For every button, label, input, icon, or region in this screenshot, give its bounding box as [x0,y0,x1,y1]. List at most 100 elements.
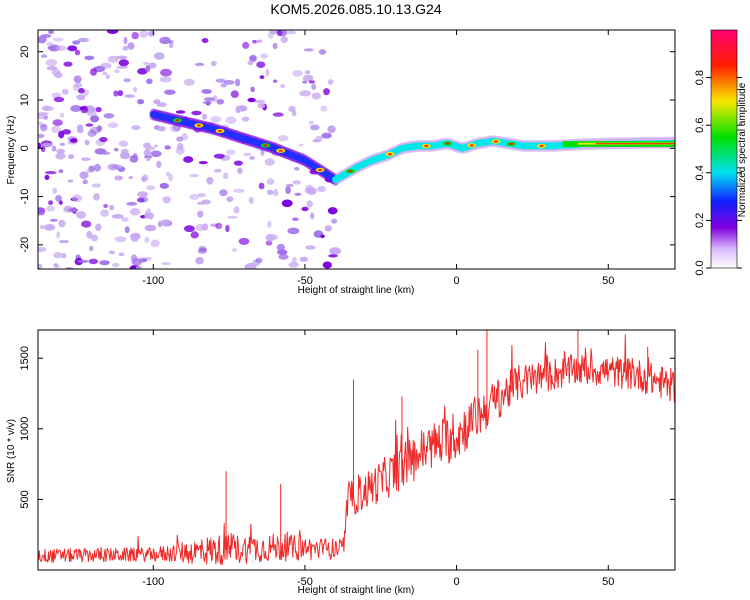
noise-blob [58,219,66,228]
noise-blob [90,68,97,76]
noise-blob [95,223,102,232]
noise-blob [156,160,162,169]
noise-blob [164,145,171,150]
noise-blob [226,196,234,203]
noise-blob [68,154,75,160]
noise-blob [109,204,115,211]
noise-blob [124,94,136,98]
noise-blob [45,59,58,67]
noise-blob [40,34,52,38]
figure-title: KOM5.2026.085.10.13.G24 [270,1,441,17]
noise-blob [160,68,172,77]
noise-blob [242,41,250,49]
noise-blob [58,169,64,174]
noise-blob [69,138,78,143]
noise-blob [118,59,129,67]
noise-blob [47,46,56,50]
noise-blob [53,96,65,103]
noise-blob [255,257,263,264]
noise-blob [233,206,240,214]
noise-blob [288,105,296,112]
noise-blob [212,95,218,103]
noise-blob [280,84,286,89]
noise-blob [197,249,207,254]
noise-blob [320,234,325,239]
noise-blob [55,152,66,160]
noise-blob [46,205,55,212]
noise-blob [91,183,102,188]
noise-blob [276,243,285,252]
noise-blob [150,150,162,158]
noise-blob [55,45,67,52]
noise-blob [222,172,229,180]
noise-blob [146,149,152,157]
noise-blob [294,192,302,196]
x-tick-label: 0 [454,576,460,588]
noise-blob [329,247,341,255]
noise-blob [87,129,97,138]
noise-blob [40,123,48,132]
noise-blob [118,252,125,257]
x-tick-label: 0 [454,275,460,287]
noise-blob [213,153,225,159]
x-tick-label: 50 [602,275,614,287]
noise-blob [146,157,151,161]
noise-blob [327,207,338,215]
noise-blob [266,189,274,195]
noise-blob [303,48,314,52]
noise-blob [77,127,84,134]
noise-blob [81,157,91,161]
noise-blob [96,125,103,132]
noise-blob [43,115,49,120]
noise-blob [144,224,157,232]
y-tick-label: 20 [19,46,31,58]
noise-blob [227,215,238,219]
noise-blob [321,132,332,139]
noise-blob [107,163,120,171]
noise-blob [264,158,275,166]
ridge-peak-center [469,144,474,147]
ridge-peak-center [278,149,283,152]
noise-blob [133,86,138,93]
noise-blob [38,246,47,253]
noise-blob [198,161,208,165]
noise-blob [210,60,217,67]
noise-blob [223,80,235,85]
noise-blob [131,31,139,40]
noise-blob [294,166,300,171]
noise-blob [38,142,42,149]
noise-blob [67,45,78,52]
x-tick-label: -100 [142,576,164,588]
ridge-peak-center [494,140,498,143]
noise-blob [219,189,228,197]
noise-blob [90,234,99,242]
noise-blob [175,110,186,114]
noise-blob [201,89,212,94]
y-tick-label: 10 [19,94,31,106]
noise-blob [292,180,301,185]
noise-blob [44,224,56,231]
noise-blob [142,174,149,182]
noise-blob [214,168,222,173]
noise-blob [143,61,150,65]
noise-blob [160,219,172,226]
noise-blob [169,41,174,49]
y-tick-label: -20 [19,237,31,253]
noise-blob [247,97,256,103]
noise-blob [115,55,128,60]
noise-blob [136,197,145,203]
noise-blob [146,78,153,85]
noise-blob [52,37,64,42]
snr-spikes [225,330,649,550]
noise-blob [148,62,157,69]
y-tick-label: 0 [19,145,31,151]
noise-blob [86,110,97,117]
noise-blob [318,49,327,55]
noise-blob [197,210,204,218]
noise-blob [39,225,45,229]
noise-blob [58,239,70,244]
colorbar: 0.0 0.2 0.4 0.6 0.8 Normalized spectral ampl… [694,29,748,276]
x-tick-label: 50 [602,576,614,588]
noise-blob [215,78,226,83]
spectrogram-x-ticks: -100 -50 0 50 [142,30,614,287]
